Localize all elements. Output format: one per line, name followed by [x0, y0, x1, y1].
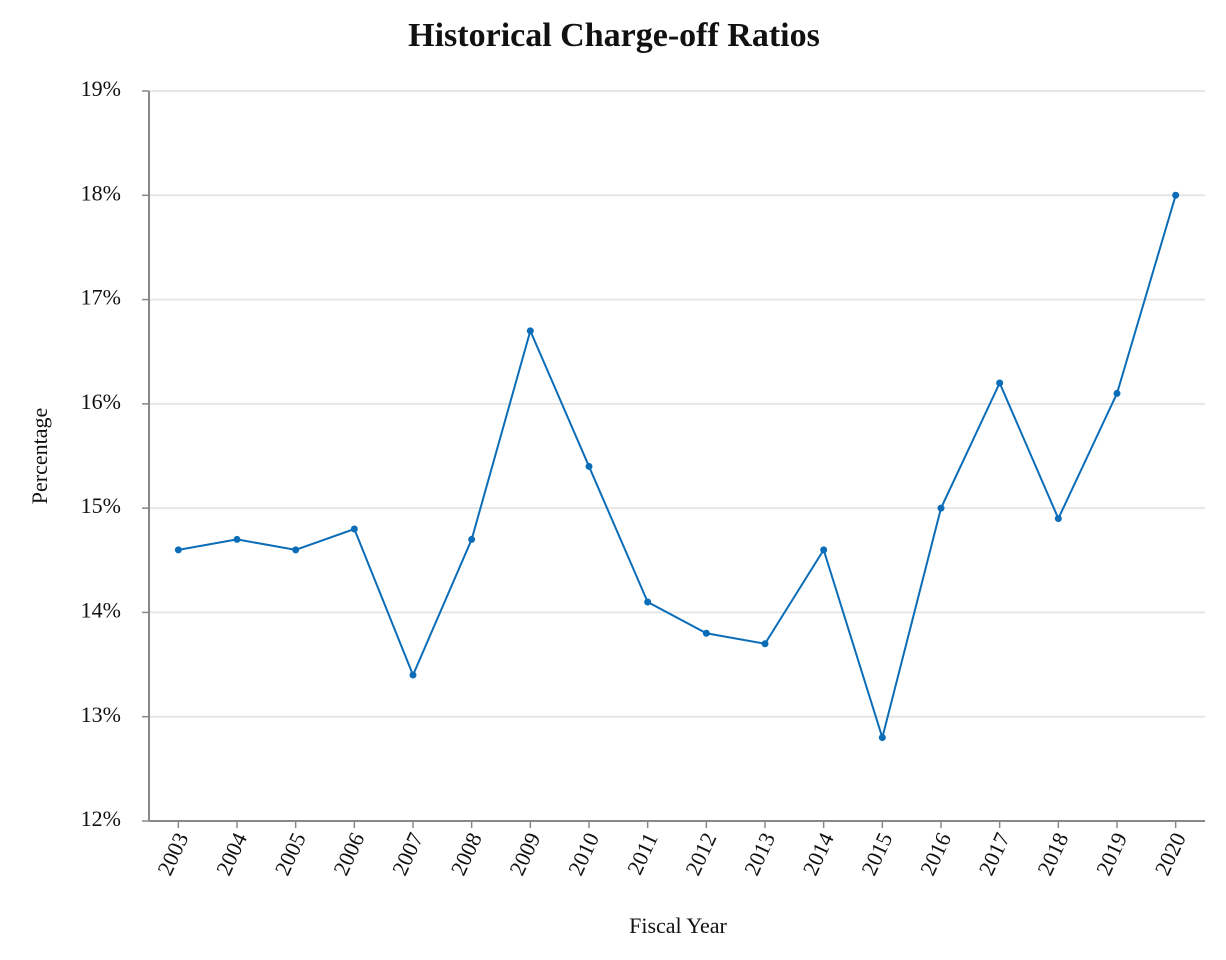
- point: [820, 546, 828, 554]
- x-tick-label: 2004: [211, 829, 252, 879]
- point: [937, 504, 945, 512]
- y-tick-label: 16%: [81, 389, 121, 414]
- point: [761, 640, 769, 648]
- x-tick-label: 2016: [915, 829, 956, 879]
- point: [409, 671, 417, 679]
- y-tick-label: 12%: [81, 806, 121, 831]
- point: [1054, 515, 1062, 523]
- x-tick-label: 2015: [856, 829, 897, 879]
- y-tick-label: 13%: [81, 702, 121, 727]
- point: [233, 535, 241, 543]
- point: [702, 629, 710, 637]
- point: [1172, 191, 1180, 199]
- point: [174, 546, 182, 554]
- x-tick-label: 2017: [974, 829, 1015, 879]
- x-tick-label: 2013: [739, 829, 780, 879]
- x-axis-label: Fiscal Year: [629, 913, 727, 938]
- x-tick-label: 2007: [387, 829, 428, 879]
- y-tick-label: 15%: [81, 493, 121, 518]
- point: [878, 734, 886, 742]
- x-tick-label: 2012: [680, 829, 721, 879]
- y-tick-label: 19%: [81, 76, 121, 101]
- point: [996, 379, 1004, 387]
- y-tick-label: 18%: [81, 180, 121, 205]
- point: [292, 546, 300, 554]
- point: [644, 598, 652, 606]
- x-tick-label: 2019: [1091, 829, 1132, 879]
- x-tick-label: 2005: [270, 829, 311, 879]
- y-axis-label: Percentage: [27, 408, 52, 505]
- x-tick-label: 2006: [328, 829, 369, 879]
- x-tick-label: 2010: [563, 829, 604, 879]
- x-tick-label: 2018: [1032, 829, 1073, 879]
- point: [350, 525, 358, 533]
- y-tick-label: 17%: [81, 285, 121, 310]
- point: [585, 462, 593, 470]
- point: [526, 327, 534, 335]
- x-tick-label: 2008: [446, 829, 487, 879]
- x-tick-label: 2020: [1150, 829, 1191, 879]
- x-tick-label: 2014: [798, 829, 839, 879]
- point: [1113, 389, 1121, 397]
- x-tick-label: 2011: [622, 829, 663, 879]
- chart-title: Historical Charge-off Ratios: [408, 17, 820, 54]
- y-tick-label: 14%: [81, 597, 121, 622]
- x-tick-label: 2009: [504, 829, 545, 879]
- x-tick-label: 2003: [152, 829, 193, 879]
- point: [468, 535, 476, 543]
- line: [178, 195, 1177, 742]
